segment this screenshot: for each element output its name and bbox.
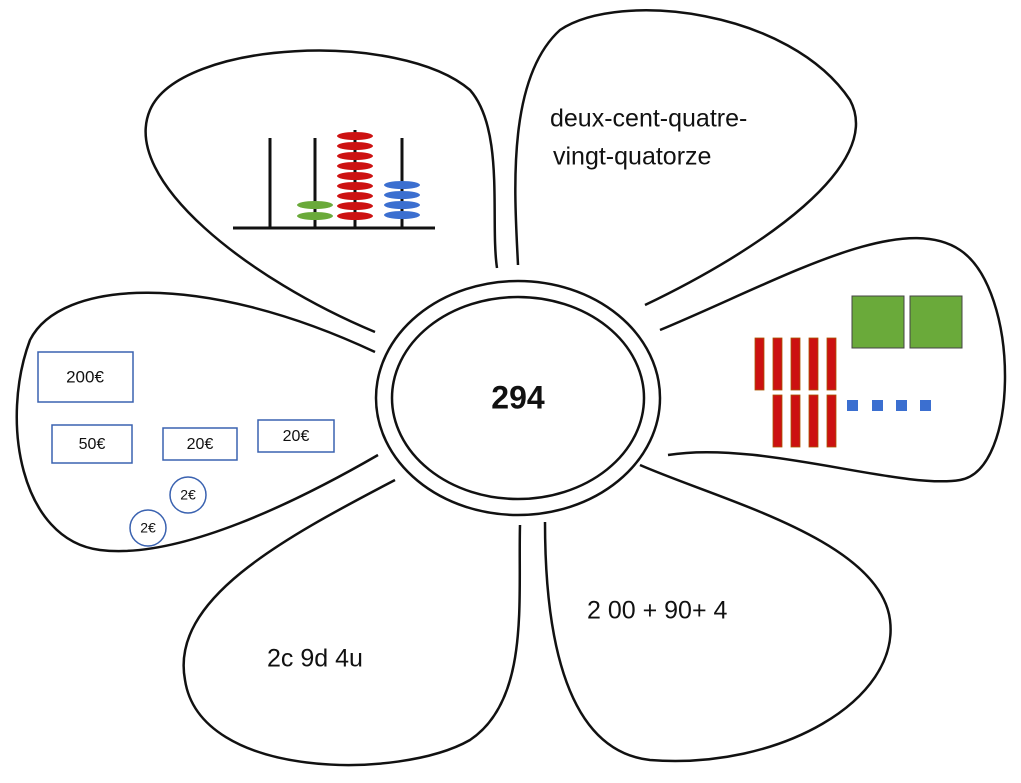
abacus-beads [297,132,420,220]
sum-text: 2 00 + 90+ 4 [587,597,728,625]
banknote [37,351,134,403]
coin [169,476,207,514]
base-ten-blocks [754,295,963,448]
petal-abacus [144,49,499,334]
money-label: 20€ [283,428,310,445]
petal-units [182,478,522,767]
petal-words [514,9,858,307]
banknote [51,424,133,464]
money-label: 200€ [66,367,104,386]
center-disc [390,295,646,501]
money-label: 20€ [187,436,214,453]
coin [129,509,167,547]
words-line: vingt-quatorze [553,143,711,171]
banknote [162,427,238,461]
money-label: 2€ [180,487,196,503]
money-label: 2€ [140,520,156,536]
petal-sum [543,463,892,763]
words-line: deux-cent-quatre- [550,105,747,133]
center-number: 294 [491,379,545,415]
money-label: 50€ [79,436,106,453]
banknote [257,419,335,453]
units-text: 2c 9d 4u [267,645,363,673]
